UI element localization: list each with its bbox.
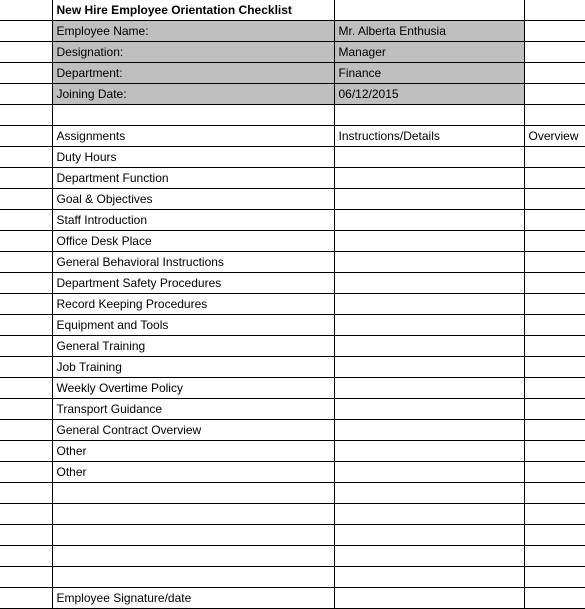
blank-row [0, 504, 585, 525]
assignment-cell: General Behavioral Instructions [52, 252, 334, 273]
assignment-cell: Weekly Overtime Policy [52, 378, 334, 399]
department-label: Department: [52, 63, 334, 84]
signature-row: Employee Signature/date [0, 588, 585, 609]
designation-row: Designation: Manager [0, 42, 585, 63]
department-value: Finance [334, 63, 524, 84]
designation-value: Manager [334, 42, 524, 63]
joining-date-value: 06/12/2015 [334, 84, 524, 105]
blank-row [0, 525, 585, 546]
employee-name-value: Mr. Alberta Enthusia [334, 21, 524, 42]
title-row: New Hire Employee Orientation Checklist [0, 0, 585, 21]
assignment-row: Equipment and Tools [0, 315, 585, 336]
assignment-row: Office Desk Place [0, 231, 585, 252]
instructions-header: Instructions/Details [334, 126, 524, 147]
assignment-cell: Transport Guidance [52, 399, 334, 420]
header-row: Assignments Instructions/Details Overvie… [0, 126, 585, 147]
title-cell: New Hire Employee Orientation Checklist [52, 0, 334, 21]
spacer-row [0, 105, 585, 126]
assignment-row: Other [0, 462, 585, 483]
assignment-cell: General Training [52, 336, 334, 357]
assignment-cell: Equipment and Tools [52, 315, 334, 336]
assignment-cell: Other [52, 462, 334, 483]
assignment-cell: Office Desk Place [52, 231, 334, 252]
designation-label: Designation: [52, 42, 334, 63]
department-row: Department: Finance [0, 63, 585, 84]
joining-date-row: Joining Date: 06/12/2015 [0, 84, 585, 105]
assignments-header: Assignments [52, 126, 334, 147]
assignment-cell: Goal & Objectives [52, 189, 334, 210]
assignment-cell: Duty Hours [52, 147, 334, 168]
assignment-row: Record Keeping Procedures [0, 294, 585, 315]
assignment-row: Department Safety Procedures [0, 273, 585, 294]
blank-row [0, 546, 585, 567]
assignment-cell: General Contract Overview [52, 420, 334, 441]
assignment-row: Staff Introduction [0, 210, 585, 231]
assignment-cell: Department Safety Procedures [52, 273, 334, 294]
assignment-row: Duty Hours [0, 147, 585, 168]
blank-row [0, 483, 585, 504]
assignment-row: General Training [0, 336, 585, 357]
assignment-row: General Contract Overview [0, 420, 585, 441]
signature-label: Employee Signature/date [52, 588, 334, 609]
assignment-row: Transport Guidance [0, 399, 585, 420]
employee-name-row: Employee Name: Mr. Alberta Enthusia [0, 21, 585, 42]
assignment-row: Goal & Objectives [0, 189, 585, 210]
employee-name-label: Employee Name: [52, 21, 334, 42]
assignment-row: Department Function [0, 168, 585, 189]
assignment-cell: Staff Introduction [52, 210, 334, 231]
assignment-row: General Behavioral Instructions [0, 252, 585, 273]
checklist-table: New Hire Employee Orientation Checklist … [0, 0, 585, 609]
assignment-cell: Other [52, 441, 334, 462]
overview-header: Overview [524, 126, 585, 147]
joining-date-label: Joining Date: [52, 84, 334, 105]
assignment-cell: Department Function [52, 168, 334, 189]
assignment-cell: Record Keeping Procedures [52, 294, 334, 315]
assignment-row: Weekly Overtime Policy [0, 378, 585, 399]
assignment-row: Job Training [0, 357, 585, 378]
assignment-row: Other [0, 441, 585, 462]
assignment-cell: Job Training [52, 357, 334, 378]
